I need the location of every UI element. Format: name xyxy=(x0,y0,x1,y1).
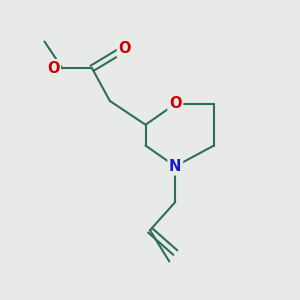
Text: O: O xyxy=(169,96,182,111)
Text: O: O xyxy=(47,61,59,76)
Text: O: O xyxy=(118,41,131,56)
Text: N: N xyxy=(169,159,182,174)
